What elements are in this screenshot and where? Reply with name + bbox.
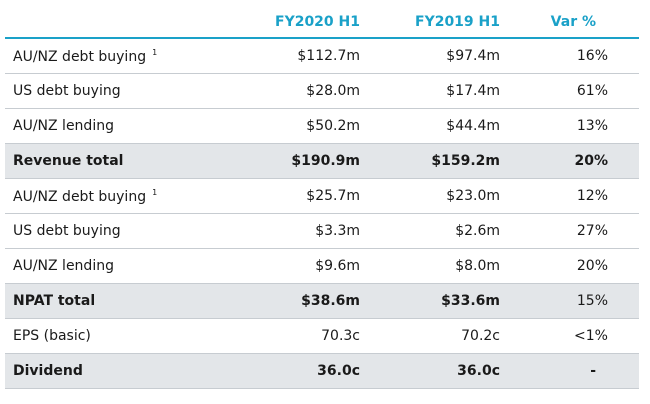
financial-summary-table: FY2020 H1 FY2019 H1 Var % AU/NZ debt buy… [5,0,639,389]
row-label: AU/NZ debt buying [13,188,147,205]
row-var-value: - [590,363,596,379]
table-row-revenue-total: Revenue total $190.9m $159.2m 20% [5,144,639,179]
row-fy2020-value: $190.9m [291,153,360,169]
footnote-marker: 1 [152,187,158,197]
row-fy2019-value: $2.6m [455,223,500,239]
row-fy2019-value: $17.4m [446,83,500,99]
table-row-dividend: Dividend 36.0c 36.0c - [5,354,639,389]
row-var-value: 20% [574,153,608,169]
header-fy2020: FY2020 H1 [275,13,360,30]
row-fy2019-value: $33.6m [441,293,500,309]
row-fy2020-value: $112.7m [297,48,360,64]
row-var-value: 16% [576,48,608,64]
row-label: EPS (basic) [13,328,91,344]
table-row-au-nz-debt-buying-npat: AU/NZ debt buying 1 $25.7m $23.0m 12% [5,179,639,214]
row-fy2019-value: $97.4m [446,48,500,64]
row-label: AU/NZ debt buying [13,48,147,65]
row-label: US debt buying [13,223,121,239]
row-fy2020-value: $50.2m [306,118,360,134]
header-fy2019: FY2019 H1 [415,13,500,30]
row-fy2020-value: 36.0c [317,363,360,379]
row-label: NPAT total [13,293,96,309]
row-fy2020-value: $38.6m [301,293,360,309]
row-fy2019-value: 36.0c [457,363,500,379]
row-var-value: <1% [574,328,608,344]
table-row-eps-basic: EPS (basic) 70.3c 70.2c <1% [5,319,639,354]
footnote-marker: 1 [152,47,158,57]
row-fy2020-value: $25.7m [306,188,360,204]
row-fy2020-value: $3.3m [315,223,360,239]
row-fy2020-value: 70.3c [321,328,360,344]
table-row-npat-total: NPAT total $38.6m $33.6m 15% [5,284,639,319]
row-label: US debt buying [13,83,121,99]
row-label: Revenue total [13,153,124,169]
table-row-au-nz-debt-buying-revenue: AU/NZ debt buying 1 $112.7m $97.4m 16% [5,39,639,74]
row-var-value: 13% [576,118,608,134]
row-fy2019-value: $8.0m [455,258,500,274]
row-fy2019-value: $159.2m [431,153,500,169]
row-fy2019-value: 70.2c [461,328,500,344]
row-fy2019-value: $44.4m [446,118,500,134]
row-label: Dividend [13,363,83,379]
row-label: AU/NZ lending [13,258,114,274]
row-var-value: 20% [576,258,608,274]
table-row-au-nz-lending-revenue: AU/NZ lending $50.2m $44.4m 13% [5,109,639,144]
row-var-value: 27% [576,223,608,239]
row-fy2020-value: $28.0m [306,83,360,99]
table-row-us-debt-buying-revenue: US debt buying $28.0m $17.4m 61% [5,74,639,109]
row-fy2019-value: $23.0m [446,188,500,204]
row-label: AU/NZ lending [13,118,114,134]
header-var: Var % [550,13,596,30]
row-var-value: 12% [576,188,608,204]
row-var-value: 15% [576,293,608,309]
row-fy2020-value: $9.6m [315,258,360,274]
table-row-us-debt-buying-npat: US debt buying $3.3m $2.6m 27% [5,214,639,249]
table-header-row: FY2020 H1 FY2019 H1 Var % [5,6,639,39]
row-var-value: 61% [576,83,608,99]
table-row-au-nz-lending-npat: AU/NZ lending $9.6m $8.0m 20% [5,249,639,284]
